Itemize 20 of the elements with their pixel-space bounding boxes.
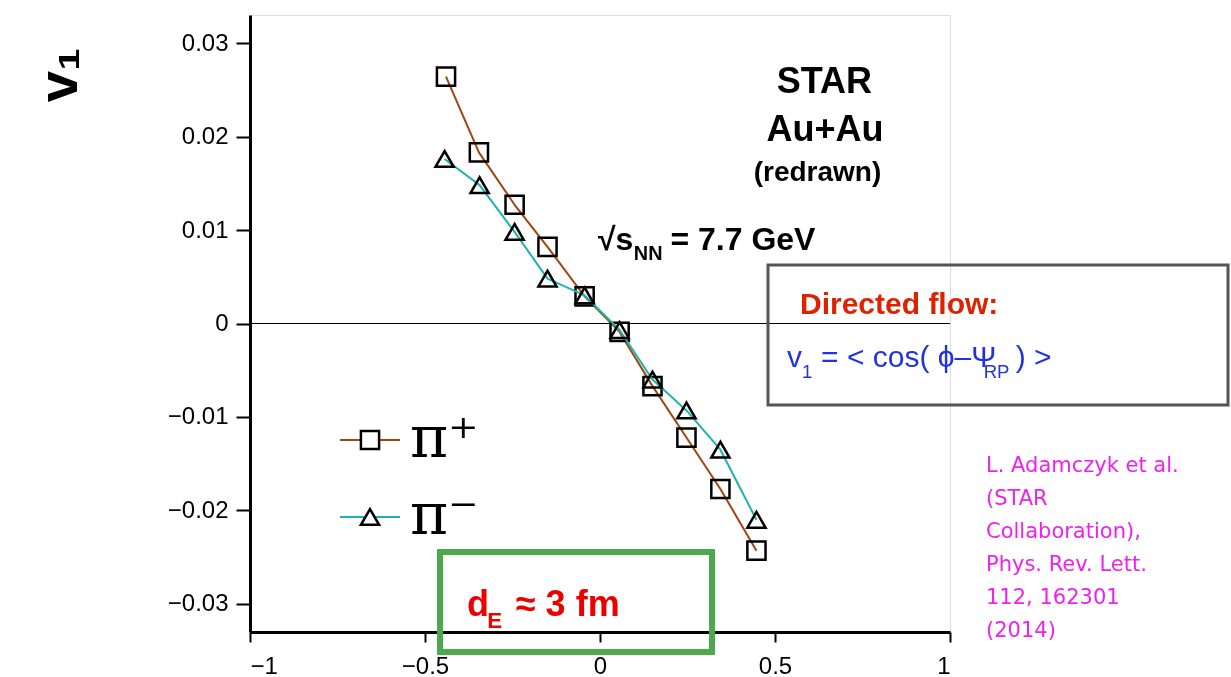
x-tick-label: −1	[250, 651, 278, 677]
x-tick-label: −0.5	[401, 651, 450, 677]
y-tick-label: 0	[215, 309, 229, 336]
y-axis-title: v₁	[26, 47, 89, 103]
x-tick-label: 0.5	[758, 651, 793, 677]
y-tick-label: 0.02	[181, 122, 229, 150]
annotation: Directed flow:	[800, 287, 999, 320]
y-tick-label: −0.02	[167, 495, 229, 523]
y-tick-label: −0.01	[167, 402, 229, 430]
y-tick-label: 0.01	[181, 215, 229, 243]
legend-label: π⁻	[410, 480, 479, 548]
text: L. Adamczyk et al. (STAR Collaboration), Phys. Rev. Lett. 112, 162301 (2014)	[986, 453, 1179, 642]
legend-label: π⁺	[410, 403, 479, 471]
y-tick-label: −0.03	[167, 589, 229, 617]
annotation: Au+Au	[766, 108, 884, 149]
annotation: STAR	[776, 60, 873, 101]
y-tick-label: 0.03	[181, 28, 229, 56]
x-tick-label: 0	[593, 651, 608, 677]
annotation: (redrawn)	[753, 156, 882, 187]
x-tick-label: 1	[937, 651, 951, 677]
